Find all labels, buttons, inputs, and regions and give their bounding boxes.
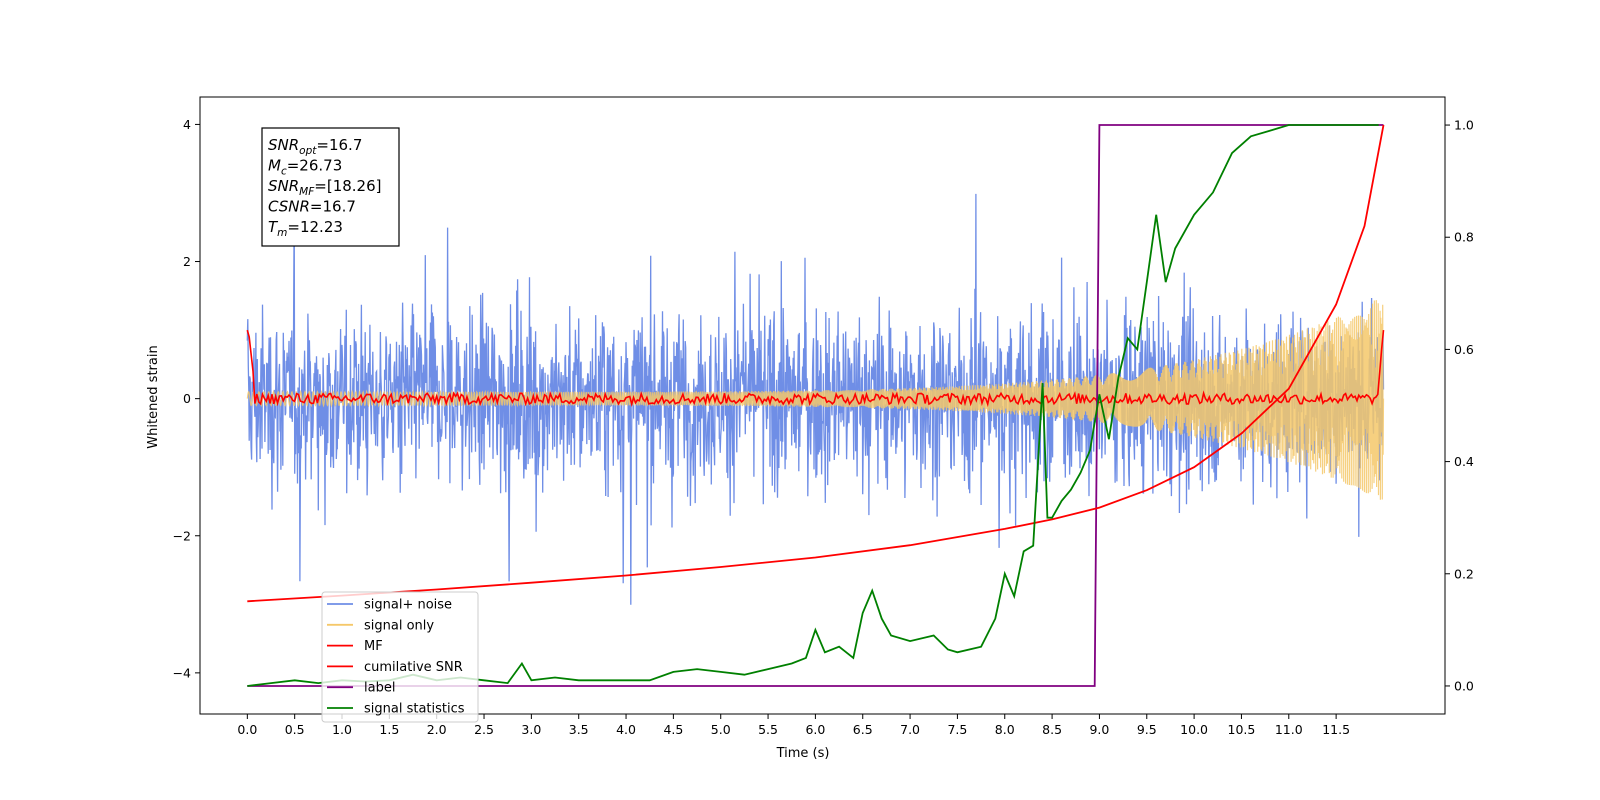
- axes: 0.0 0.5 1.0 1.5 2.0 2.5 3.0 3.5 4.0 4.5 5.0 5.5 6.0 6…: [173, 96, 1474, 737]
- annotation-symbol: M: [268, 157, 281, 175]
- annotation-box: SNRopt=16.7Mc=26.73SNRMF=[18.26]CSNR=16.…: [261, 127, 400, 247]
- annotation-subscript: opt: [299, 145, 317, 157]
- annotation-frame: [261, 127, 400, 247]
- annotation-value: =16.7: [310, 198, 356, 216]
- legend-entry: signal+ noise: [364, 598, 452, 613]
- legend-frame: [321, 591, 479, 723]
- legend-entry: label: [364, 681, 395, 696]
- y-left-tick-label: 0: [183, 391, 191, 406]
- x-tick-label: 4.5: [663, 722, 683, 737]
- x-tick-label: 3.0: [521, 722, 541, 737]
- x-axis-label: Time (s): [776, 746, 830, 761]
- annotation-line: Mc=26.73: [268, 157, 342, 178]
- annotation-line: SNRMF=[18.26]: [268, 177, 382, 198]
- y-left-tick-label: 2: [183, 254, 191, 269]
- x-tick-label: 9.0: [1089, 722, 1109, 737]
- legend-entry: signal statistics: [364, 702, 465, 717]
- annotation-line: CSNR=16.7: [268, 198, 356, 216]
- y-axis-label: Whitened strain: [146, 345, 161, 448]
- x-tick-label: 7.0: [900, 722, 920, 737]
- x-tick-label: 8.5: [1042, 722, 1062, 737]
- annotation-symbol: SNR: [268, 177, 299, 195]
- plot-frame: [199, 96, 1446, 715]
- annotation-subscript: m: [277, 227, 287, 239]
- y-left-tick-label: 4: [183, 117, 191, 132]
- legend-entry: cumilative SNR: [364, 660, 463, 675]
- y-left-tick-label: −4: [173, 665, 191, 680]
- legend: signal+ noise signal only MF cumilative SNR…: [321, 591, 479, 723]
- annotation-symbol: CSNR: [268, 198, 310, 216]
- annotation-subscript: MF: [299, 186, 315, 198]
- x-tick-label: 10.5: [1228, 722, 1256, 737]
- series-mf: [246, 329, 1385, 408]
- y-right-tick-label: 1.0: [1454, 118, 1474, 133]
- x-tick-label: 8.0: [995, 722, 1015, 737]
- annotation-value: =26.73: [287, 157, 343, 175]
- annotation-symbol: T: [268, 218, 279, 236]
- annotation-value: =16.7: [316, 136, 362, 154]
- x-tick-label: 0.5: [285, 722, 305, 737]
- annotation-value: =12.23: [287, 218, 343, 236]
- legend-entry: signal only: [364, 618, 434, 633]
- y-right-tick-label: 0.6: [1454, 342, 1474, 357]
- x-tick-label: 5.5: [758, 722, 778, 737]
- x-tick-label: 1.0: [332, 722, 352, 737]
- x-tick-label: 7.5: [947, 722, 967, 737]
- y-right-tick-label: 0.8: [1454, 230, 1474, 245]
- x-tick-label: 6.0: [805, 722, 825, 737]
- series-signal-statistics: [247, 124, 1379, 687]
- x-tick-label: 0.0: [237, 722, 257, 737]
- legend-entry: MF: [364, 639, 383, 654]
- y-right-tick-label: 0.0: [1454, 678, 1474, 693]
- x-tick-label: 1.5: [379, 722, 399, 737]
- x-tick-label: 6.5: [853, 722, 873, 737]
- annotation-line: Tm=12.23: [268, 218, 343, 239]
- x-tick-label: 10.0: [1180, 722, 1208, 737]
- series-group: [246, 124, 1385, 687]
- series-cumulative-snr: [247, 124, 1385, 603]
- x-tick-label: 9.5: [1137, 722, 1157, 737]
- x-tick-label: 2.0: [427, 722, 447, 737]
- x-tick-label: 11.5: [1322, 722, 1350, 737]
- annotation-value: =[18.26]: [314, 177, 381, 195]
- y-right-tick-label: 0.2: [1454, 566, 1474, 581]
- annotation-symbol: SNR: [268, 136, 299, 154]
- annotation-line: SNRopt=16.7: [268, 136, 362, 157]
- x-tick-label: 5.0: [711, 722, 731, 737]
- x-tick-label: 3.5: [569, 722, 589, 737]
- y-right-tick-label: 0.4: [1454, 454, 1474, 469]
- x-tick-label: 2.5: [474, 722, 494, 737]
- y-left-tick-label: −2: [173, 528, 191, 543]
- annotation-subscript: c: [281, 166, 287, 178]
- x-tick-label: 11.0: [1275, 722, 1303, 737]
- x-tick-label: 4.0: [616, 722, 636, 737]
